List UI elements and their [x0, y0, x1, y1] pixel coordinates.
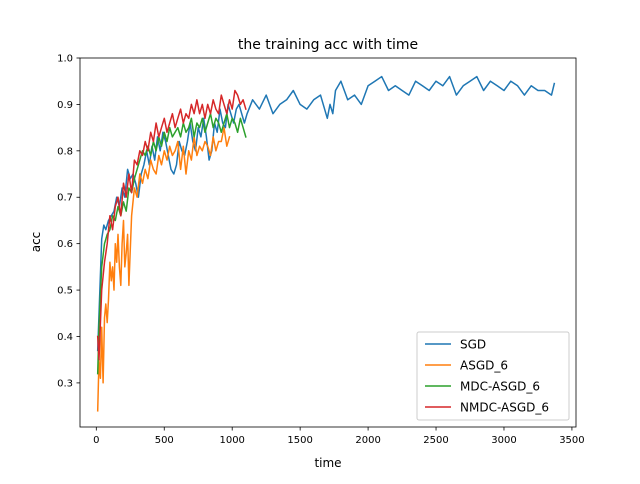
series-line-3 [96, 89, 247, 361]
y-axis-label: acc [29, 232, 43, 253]
legend-label: ASGD_6 [460, 359, 508, 373]
y-tick-label: 1.0 [57, 54, 73, 65]
x-tick-label: 2500 [423, 435, 448, 446]
x-tick-label: 1000 [219, 435, 244, 446]
y-tick-label: 0.9 [57, 100, 73, 111]
y-tick-label: 0.3 [57, 378, 73, 389]
chart-title: the training acc with time [238, 37, 418, 53]
x-tick-label: 3500 [559, 435, 584, 446]
x-tick-label: 0 [93, 435, 99, 446]
series-line-0 [96, 75, 556, 352]
x-tick-label: 3000 [491, 435, 516, 446]
legend-label: MDC-ASGD_6 [460, 380, 540, 394]
legend-label: NMDC-ASGD_6 [460, 401, 549, 415]
y-tick-label: 0.8 [57, 146, 73, 157]
y-tick-label: 0.4 [57, 332, 73, 343]
x-axis-label: time [314, 456, 341, 470]
legend: SGD ASGD_6 MDC-ASGD_6 NMDC-ASGD_6 [416, 331, 570, 421]
y-tick-label: 0.6 [57, 239, 73, 250]
axes-frame [79, 57, 577, 428]
axes: 0 500 1000 1500 2000 2500 3000 3500 0.3 0.4 0.5 0.6… [57, 54, 585, 447]
y-tick-label: 0.5 [57, 286, 73, 297]
series-line-1 [96, 126, 231, 412]
legend-label: SGD [460, 338, 486, 352]
x-tick-label: 2000 [355, 435, 380, 446]
legend-box [416, 331, 570, 421]
plot-area [96, 75, 556, 412]
x-tick-label: 1500 [287, 435, 312, 446]
x-tick-label: 500 [155, 435, 174, 446]
y-tick-label: 0.7 [57, 193, 73, 204]
